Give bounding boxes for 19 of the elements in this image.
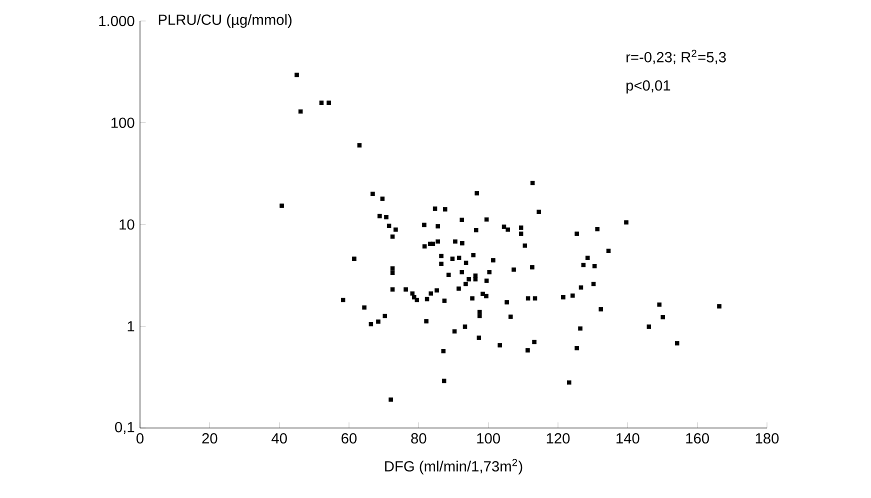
- y-tick-label: 10: [120, 219, 134, 230]
- x-tick-label: 0: [136, 433, 144, 444]
- x-tick-label: 20: [202, 433, 218, 444]
- x-tick-label: 140: [616, 433, 640, 444]
- x-tick-label: 120: [546, 433, 570, 444]
- y-tick-label: 1: [128, 321, 134, 332]
- x-tick-label: 80: [411, 433, 426, 444]
- x-axis-title: DFG (ml/min/1,73m$^{2}$): [385, 458, 522, 474]
- annotation: p<0,01: [626, 80, 670, 94]
- y-tick-label: 0,1: [115, 422, 134, 434]
- x-tick-label: 180: [756, 433, 779, 444]
- y-tick-label: 100: [111, 118, 134, 128]
- x-tick-label: 160: [686, 433, 709, 444]
- x-tick-label: 60: [342, 433, 357, 444]
- x-tick-label: 100: [477, 433, 500, 444]
- y-tick-label: 1.000: [99, 16, 134, 26]
- y-axis-title: PLRU/CU (µg/mmol): [158, 14, 292, 28]
- x-tick-label: 40: [272, 433, 287, 444]
- annotation: r=-0,23; R$^{2}$=5,3: [626, 50, 726, 64]
